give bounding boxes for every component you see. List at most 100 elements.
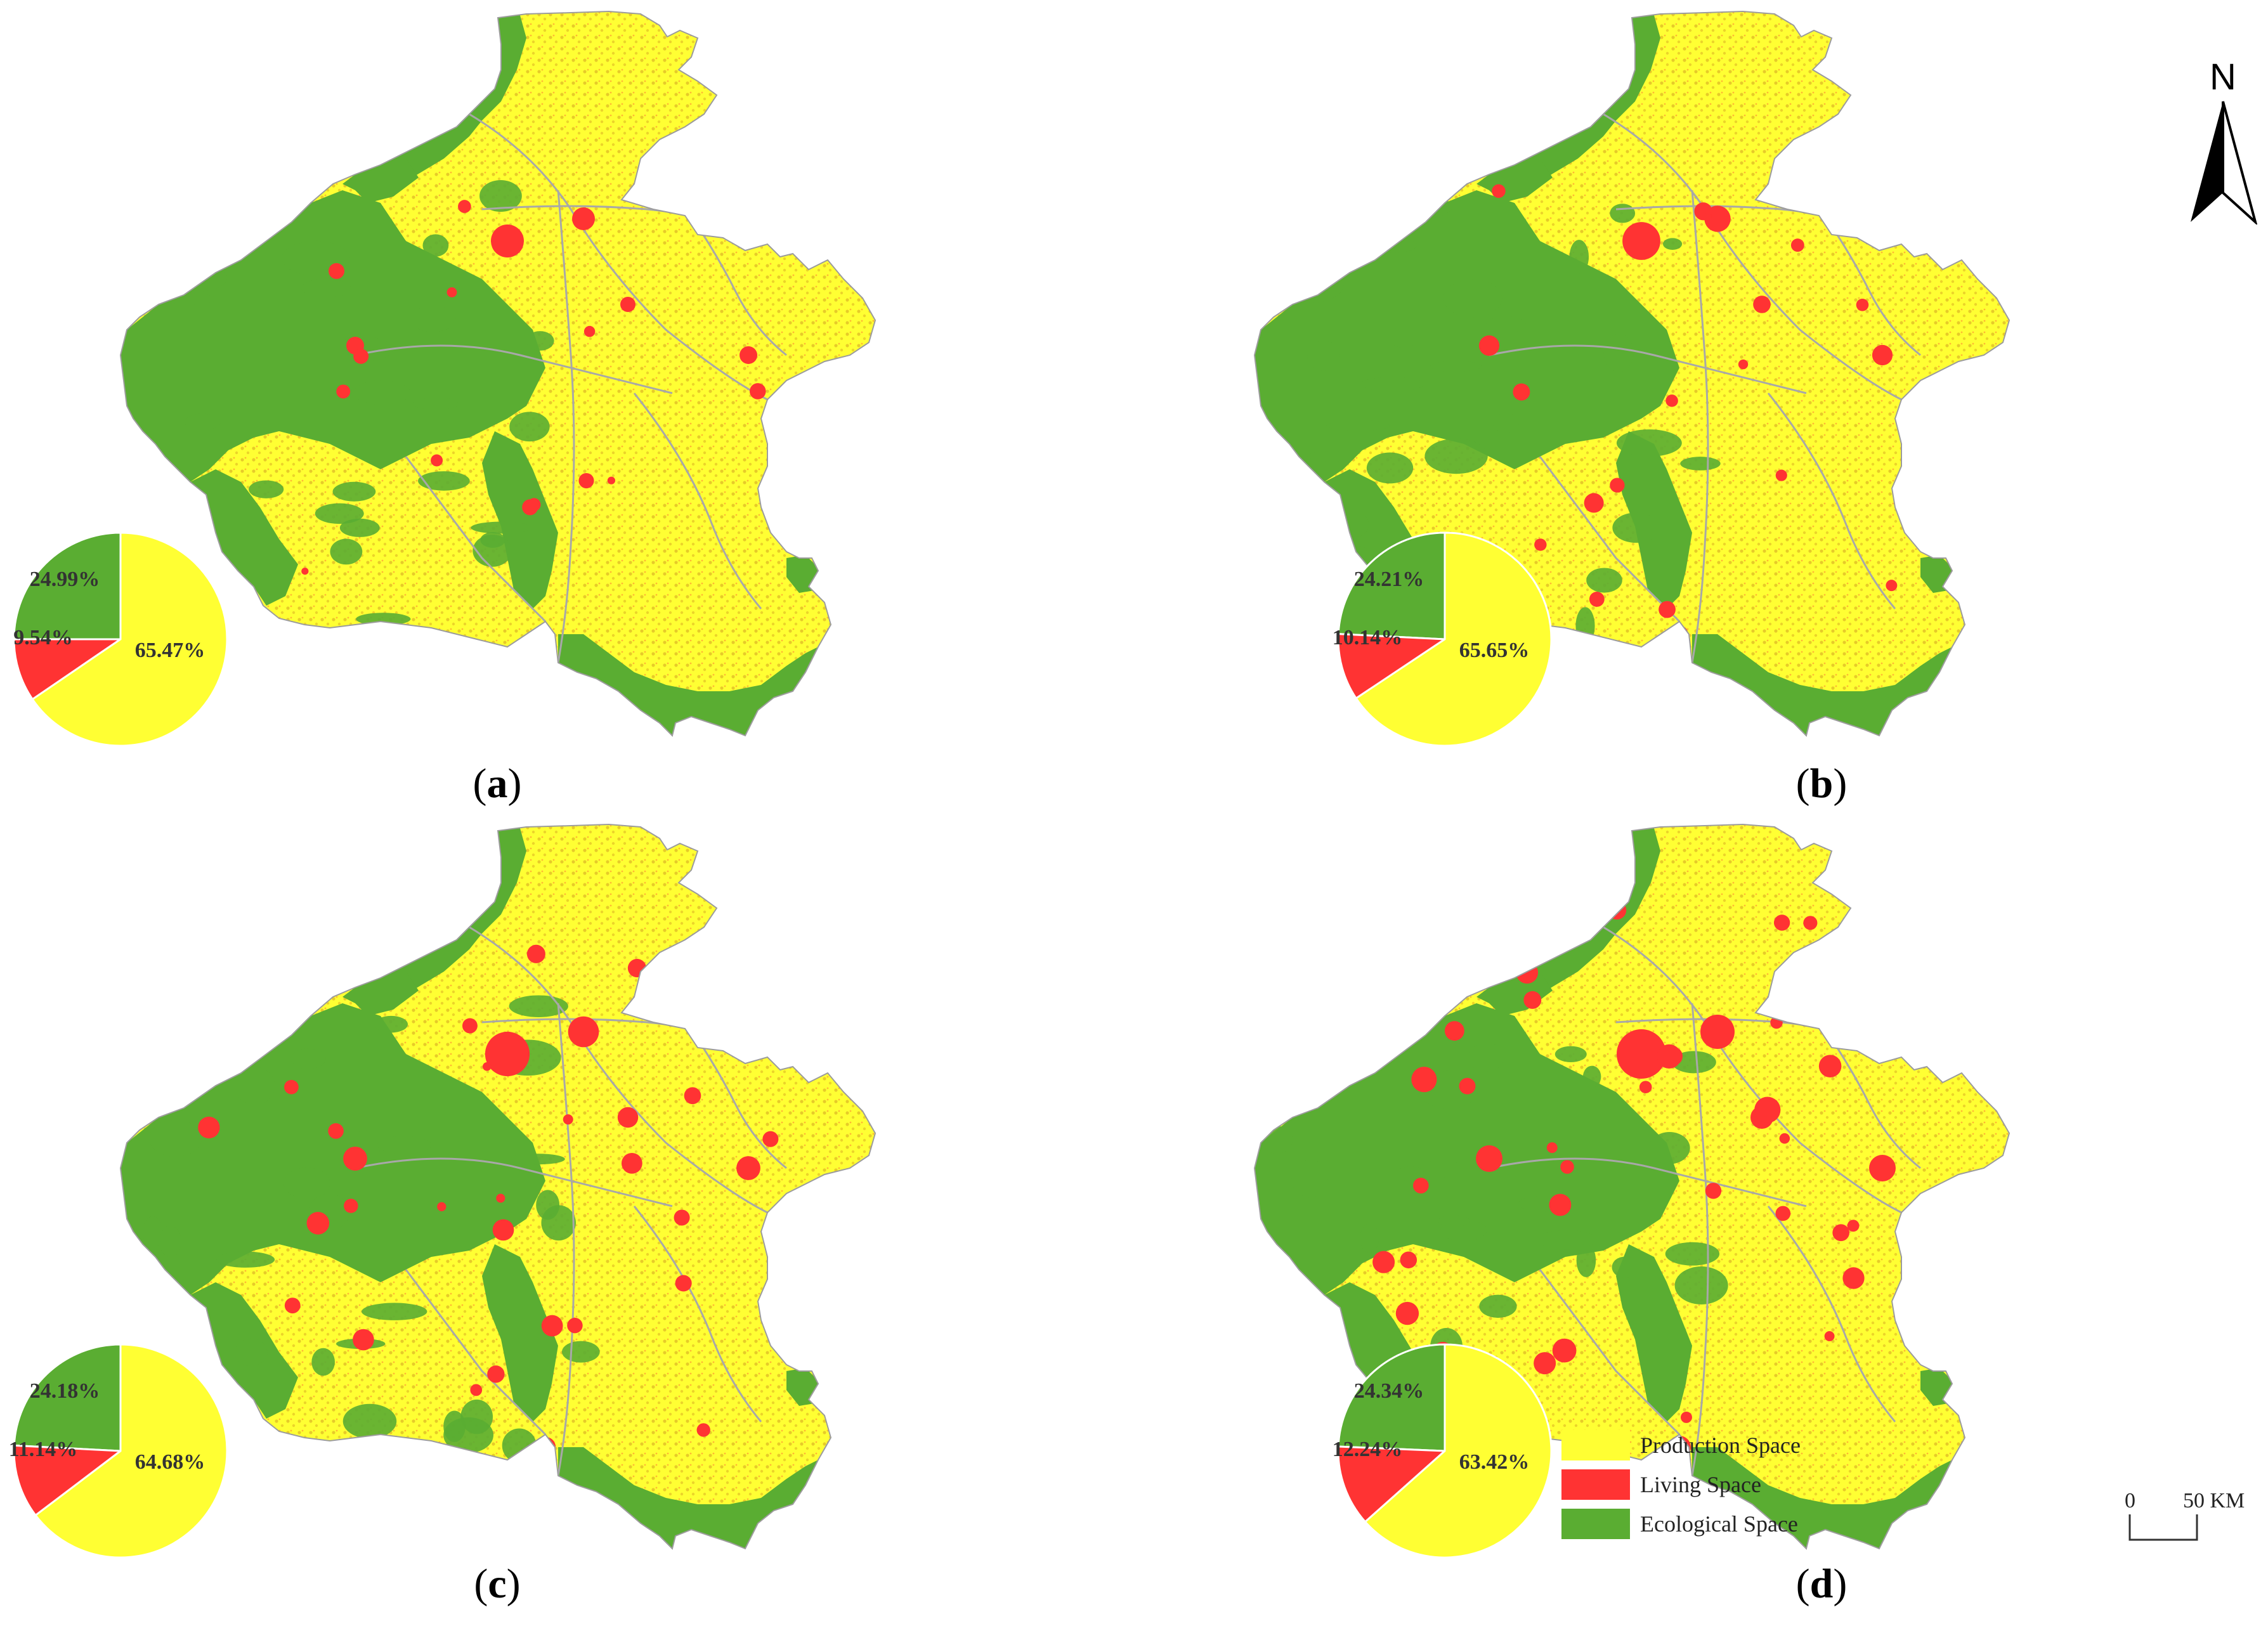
admin-boundary bbox=[1489, 344, 1807, 394]
ecological-space-patch bbox=[1612, 512, 1660, 543]
legend-item-ecological: Ecological Space bbox=[1561, 1504, 1841, 1544]
province-outline bbox=[119, 10, 877, 737]
pie-label-ecological: 24.21% bbox=[1354, 568, 1424, 591]
living-space-patch bbox=[492, 1219, 514, 1241]
ecological-space-patch bbox=[1692, 1447, 1952, 1549]
living-space-patch bbox=[1639, 1081, 1652, 1094]
admin-boundary bbox=[1767, 393, 1896, 609]
ecological-space-patch bbox=[1396, 1166, 1424, 1181]
living-space-patch bbox=[1700, 1015, 1735, 1049]
living-space-patch bbox=[1847, 1220, 1860, 1232]
living-space-patch bbox=[353, 1329, 374, 1351]
living-space-patch bbox=[749, 383, 766, 400]
ecological-space-patch bbox=[1569, 240, 1589, 274]
ecological-space-patch bbox=[377, 1136, 432, 1154]
scale-end-label: 50 KM bbox=[2183, 1489, 2245, 1512]
admin-boundary bbox=[633, 393, 762, 609]
ecological-space-patch bbox=[1489, 972, 1553, 1016]
living-space-patch bbox=[568, 1016, 599, 1048]
living-space-patch bbox=[1803, 916, 1818, 930]
pie-label-production: 65.65% bbox=[1459, 639, 1530, 662]
pie-label-living: 10.14% bbox=[1333, 626, 1403, 649]
province-outline bbox=[1253, 10, 2011, 737]
ecological-space-patch bbox=[1307, 341, 1340, 371]
ecological-space-patch bbox=[422, 234, 449, 257]
living-space-patch bbox=[328, 1123, 344, 1139]
panel-a: 24.99% 9.54% 65.47% (a) bbox=[0, 0, 1134, 813]
living-space-patch bbox=[1917, 204, 1934, 222]
ecological-space-patch bbox=[121, 1003, 545, 1295]
living-space-patch bbox=[1842, 1267, 1865, 1289]
living-space-patch bbox=[1790, 238, 1804, 252]
ecological-space-patch bbox=[509, 995, 568, 1017]
ecological-space-patch bbox=[311, 1348, 335, 1376]
living-space-patch bbox=[1622, 222, 1660, 260]
living-space-patch bbox=[1657, 1044, 1681, 1069]
admin-boundary bbox=[557, 190, 575, 663]
living-space-patch bbox=[526, 944, 545, 963]
ecological-space-patch bbox=[1554, 1046, 1587, 1063]
ecological-space-patch bbox=[1479, 1294, 1517, 1318]
ecological-space-patch bbox=[526, 331, 554, 351]
living-space-patch bbox=[1610, 478, 1625, 493]
living-space-patch bbox=[198, 1116, 220, 1139]
living-space-patch bbox=[621, 1152, 642, 1174]
caption-c: (c) bbox=[474, 1561, 521, 1607]
ecological-space-patch bbox=[460, 1399, 493, 1434]
scale-bar: 0 50 KM bbox=[2113, 1489, 2265, 1559]
living-space-patch bbox=[675, 1275, 692, 1292]
living-space-patch bbox=[1775, 1206, 1791, 1221]
pie-slice-production bbox=[31, 531, 228, 747]
living-space-patch bbox=[674, 1209, 690, 1226]
ecological-space-patch bbox=[355, 159, 419, 203]
living-space-patch bbox=[1546, 1142, 1558, 1154]
ecological-space-patch bbox=[1326, 420, 1390, 431]
living-space-patch bbox=[684, 1087, 701, 1105]
living-space-patch bbox=[257, 150, 275, 167]
living-space-patch bbox=[344, 1199, 358, 1213]
admin-boundary bbox=[1691, 1003, 1709, 1476]
living-space-patch bbox=[607, 476, 616, 485]
living-space-patch bbox=[1779, 1133, 1790, 1144]
living-space-patch bbox=[1659, 601, 1676, 618]
admin-boundary bbox=[1539, 456, 1681, 623]
living-space-patch bbox=[541, 1315, 563, 1337]
living-space-patch bbox=[1671, 625, 1688, 643]
ecological-space-patch bbox=[332, 481, 376, 502]
living-space-patch bbox=[1886, 580, 1898, 592]
living-space-patch bbox=[458, 200, 471, 213]
legend-item-production: Production Space bbox=[1561, 1426, 1841, 1465]
living-space-patch bbox=[1824, 1330, 1835, 1341]
map-c bbox=[119, 823, 877, 1550]
caption-a: (a) bbox=[472, 760, 522, 807]
admin-boundary bbox=[405, 456, 547, 623]
ecological-space-patch bbox=[541, 1205, 576, 1241]
ecological-space-patch bbox=[1603, 334, 1634, 372]
living-space-patch bbox=[284, 1079, 299, 1095]
ecological-space-patch bbox=[562, 1341, 600, 1363]
pie-chart-d: 24.34% 12.24% 63.42% bbox=[1333, 1343, 1553, 1559]
north-arrow: N bbox=[2182, 56, 2264, 227]
living-space-patch bbox=[1775, 469, 1787, 481]
living-space-patch bbox=[717, 165, 736, 183]
admin-boundary bbox=[557, 1003, 575, 1476]
living-space-patch bbox=[1826, 994, 1850, 1018]
pie-slice-production bbox=[1364, 1343, 1553, 1559]
ecological-space-patch bbox=[1385, 195, 1452, 219]
panel-d: 24.34% 12.24% 63.42% (d) bbox=[1134, 813, 2268, 1626]
living-space-patch bbox=[491, 224, 524, 257]
living-space-patch bbox=[482, 1062, 492, 1071]
living-space-patch bbox=[1753, 296, 1771, 313]
pie-label-living: 11.14% bbox=[9, 1438, 78, 1461]
ecological-space-patch bbox=[1255, 992, 1302, 1024]
living-space-patch bbox=[740, 346, 757, 364]
living-space-patch bbox=[1857, 1003, 1880, 1027]
pie-slice-ecological bbox=[13, 531, 122, 641]
ecological-space-patch bbox=[1537, 1230, 1597, 1250]
ecological-space-patch bbox=[284, 1167, 330, 1199]
living-space-patch bbox=[301, 568, 309, 575]
living-space-patch bbox=[1395, 1301, 1419, 1325]
living-space-patch bbox=[1523, 991, 1542, 1009]
living-space-patch bbox=[527, 498, 541, 512]
living-space-patch bbox=[310, 949, 332, 972]
